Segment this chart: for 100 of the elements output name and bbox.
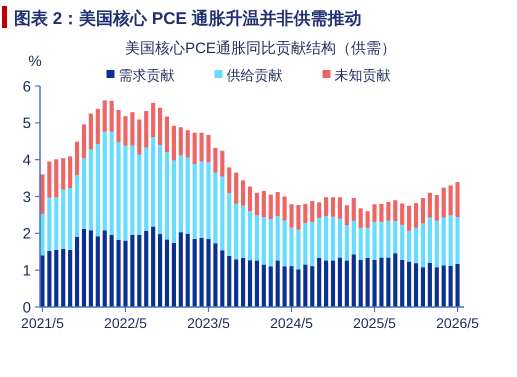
bar xyxy=(442,188,446,218)
bar xyxy=(455,264,460,307)
bar xyxy=(358,228,363,260)
bar xyxy=(372,260,377,307)
bar xyxy=(82,158,86,229)
bar xyxy=(68,156,72,188)
bar xyxy=(434,195,439,221)
bar xyxy=(338,258,342,307)
bar xyxy=(130,112,134,146)
bar xyxy=(82,124,86,158)
bar xyxy=(200,132,204,162)
bar xyxy=(206,134,211,162)
bar xyxy=(102,100,107,132)
y-tick-label: 5 xyxy=(22,115,31,132)
bar xyxy=(47,251,52,307)
bar xyxy=(116,110,121,142)
bar xyxy=(296,204,300,230)
bar xyxy=(358,260,363,307)
bar xyxy=(164,152,170,240)
bar xyxy=(110,234,114,307)
bar xyxy=(352,198,356,221)
bar xyxy=(200,238,204,307)
bar xyxy=(220,250,224,307)
bar xyxy=(310,266,314,307)
bar xyxy=(455,182,460,218)
bar xyxy=(400,260,404,307)
y-axis-title: % xyxy=(28,53,42,70)
bar xyxy=(276,192,280,216)
bar xyxy=(227,256,232,307)
bar xyxy=(386,220,390,258)
bar xyxy=(344,225,349,261)
bar xyxy=(344,260,349,307)
bar xyxy=(428,217,432,263)
bar xyxy=(116,240,121,307)
bar xyxy=(110,132,114,235)
bar xyxy=(123,240,128,307)
bar xyxy=(434,220,439,268)
bar xyxy=(448,266,453,307)
bar xyxy=(96,144,100,236)
bar xyxy=(428,262,432,307)
bar xyxy=(88,149,93,230)
bar xyxy=(448,185,453,216)
y-tick-label: 6 xyxy=(22,78,31,96)
bar xyxy=(289,204,294,228)
bar xyxy=(151,102,156,138)
bar xyxy=(324,216,328,261)
bar xyxy=(130,146,134,235)
bar xyxy=(282,196,287,220)
bar xyxy=(330,216,336,261)
bar xyxy=(172,242,176,307)
bar xyxy=(54,250,58,307)
bar xyxy=(420,223,426,268)
bar xyxy=(282,220,287,266)
bar xyxy=(74,175,80,238)
legend-label: 未知贡献 xyxy=(334,66,390,83)
bar xyxy=(234,172,238,204)
bar xyxy=(96,108,100,144)
bar xyxy=(317,202,322,218)
y-tick-label: 3 xyxy=(22,188,31,206)
y-tick-label: 2 xyxy=(22,226,31,243)
bar xyxy=(400,204,404,225)
bar xyxy=(268,266,273,307)
bar xyxy=(192,164,197,239)
bar xyxy=(330,260,336,307)
y-tick-label: 0 xyxy=(22,299,31,316)
bar xyxy=(317,258,322,307)
bar xyxy=(268,218,273,266)
bar xyxy=(61,190,66,249)
bar xyxy=(414,228,418,264)
bar xyxy=(289,227,294,266)
bar xyxy=(220,176,224,250)
bar xyxy=(54,159,58,198)
bar xyxy=(324,260,328,307)
bar xyxy=(241,206,246,258)
bar xyxy=(400,224,404,260)
bar xyxy=(393,200,398,222)
bar xyxy=(102,132,107,230)
bar xyxy=(317,218,322,258)
bar xyxy=(352,254,356,307)
bar xyxy=(303,264,308,307)
bar xyxy=(442,265,446,307)
bar xyxy=(123,146,128,241)
bar xyxy=(303,204,308,224)
x-tick-label: 2026/5 xyxy=(436,315,480,331)
bar xyxy=(130,234,134,307)
bar xyxy=(428,192,432,218)
bar xyxy=(248,211,252,260)
bar xyxy=(102,230,107,307)
bar xyxy=(310,222,314,266)
bar xyxy=(407,230,412,262)
bar xyxy=(172,160,176,243)
bar xyxy=(268,194,273,219)
x-tick-label: 2022/5 xyxy=(104,315,148,331)
bar xyxy=(116,142,121,240)
bar xyxy=(178,127,183,156)
bar xyxy=(455,217,460,264)
bar xyxy=(213,148,218,173)
bar xyxy=(414,263,418,307)
bar xyxy=(379,204,384,222)
bar xyxy=(296,269,300,307)
